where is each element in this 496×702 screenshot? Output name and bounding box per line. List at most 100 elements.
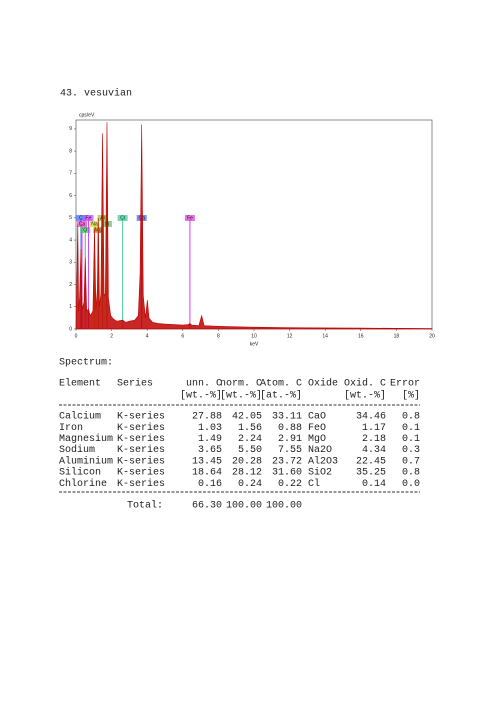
y-tick-label: 3 (69, 260, 72, 266)
table-cell: 22.45 (356, 456, 386, 467)
table-header: Oxid. C (344, 378, 386, 390)
x-tick-label: 8 (217, 333, 220, 339)
marker-box (83, 215, 94, 221)
table-unit: [%] (402, 390, 420, 402)
x-tick-label: 18 (394, 333, 400, 339)
table-cell: Al2O3 (308, 455, 338, 467)
total-cell: 100.00 (226, 501, 262, 512)
spectrum-area (75, 122, 433, 330)
table-cell: Calcium (59, 411, 101, 423)
table-cell: 0.0 (402, 479, 420, 490)
x-axis-label: keV (250, 341, 259, 347)
table-cell: 42.05 (232, 412, 262, 423)
table-cell: Chlorine (59, 478, 107, 490)
table-cell: 27.88 (192, 412, 222, 423)
table-cell: K-series (117, 411, 165, 423)
table-cell: CaO (308, 412, 326, 423)
marker-box (77, 221, 88, 227)
table-unit: [wt.-%] (344, 390, 386, 402)
table-header: Atom. C (260, 379, 302, 390)
y-tick-label: 4 (69, 237, 72, 243)
marker-label: Ca (79, 221, 86, 227)
table-cell: 7.55 (278, 445, 302, 456)
table-header: Error (390, 379, 420, 390)
table-cell: 0.88 (278, 423, 302, 434)
table-cell: Cl (308, 478, 320, 490)
table-cell: 13.45 (192, 456, 222, 467)
table-cell: K-series (117, 433, 165, 445)
table-cell: 31.60 (272, 468, 302, 479)
table-unit: [at.-%] (260, 390, 302, 402)
table-header: Oxide (308, 378, 338, 390)
table-cell: 4.34 (362, 445, 386, 456)
table-cell: 0.7 (402, 456, 420, 467)
table-cell: Sodium (59, 444, 95, 456)
marker-box (184, 215, 195, 221)
table-cell: K-series (117, 478, 165, 490)
marker-label: Cl (120, 215, 125, 221)
marker-label: C (79, 215, 83, 221)
table-cell: 2.91 (278, 434, 302, 445)
x-tick-label: 10 (251, 333, 257, 339)
doc-title: 43. vesuvian (60, 88, 132, 100)
table-unit: [wt.-%] (180, 390, 222, 402)
table-cell: 1.49 (198, 434, 222, 445)
total-cell: 66.30 (192, 501, 222, 512)
x-tick-label: 6 (181, 333, 184, 339)
y-tick-label: 2 (69, 282, 72, 288)
table-cell: 35.25 (356, 468, 386, 479)
table-cell: 0.8 (402, 468, 420, 479)
table-cell: K-series (117, 444, 165, 456)
table-cell: K-series (117, 422, 165, 434)
y-axis-label: cps/eV (79, 112, 95, 118)
total-label: Total: (127, 500, 163, 512)
table-cell: 2.18 (362, 434, 386, 445)
table-unit: [wt.-%] (220, 390, 262, 402)
marker-label: Fe (187, 215, 193, 221)
table-cell: Silicon (59, 467, 101, 479)
table-cell: 34.46 (356, 412, 386, 423)
table-cell: 1.17 (362, 423, 386, 434)
x-tick-label: 2 (110, 333, 113, 339)
marker-box (80, 227, 91, 233)
table-cell: SiO2 (308, 467, 332, 479)
table-cell: K-series (117, 467, 165, 479)
table-cell: 23.72 (272, 456, 302, 467)
y-tick-label: 6 (69, 193, 72, 199)
table-header: Series (117, 378, 153, 390)
table-cell: Magnesium (59, 433, 113, 445)
spectrum-label: Spectrum: (59, 358, 113, 369)
y-tick-label: 1 (69, 304, 72, 310)
table-cell: 28.12 (232, 468, 262, 479)
table-cell: 0.14 (362, 479, 386, 490)
plot-frame (75, 119, 433, 330)
table-cell: K-series (117, 455, 165, 467)
y-tick-label: 0 (69, 326, 72, 332)
table-cell: 0.1 (402, 434, 420, 445)
table-cell: 0.24 (238, 479, 262, 490)
table-header: unn. C (186, 379, 222, 390)
table-cell: 1.03 (198, 423, 222, 434)
x-tick-label: 16 (358, 333, 364, 339)
x-tick-label: 0 (75, 333, 78, 339)
marker-box (89, 221, 100, 227)
table-cell: 18.64 (192, 468, 222, 479)
x-tick-label: 4 (146, 333, 149, 339)
marker-label: Fe (86, 215, 92, 221)
marker-label: O (83, 227, 87, 233)
table-cell: 0.8 (402, 412, 420, 423)
x-tick-label: 14 (322, 333, 328, 339)
table-cell: 0.1 (402, 423, 420, 434)
table-cell: Iron (59, 423, 83, 434)
marker-box (117, 215, 128, 221)
table-cell: 33.11 (272, 412, 302, 423)
marker-label: Na (91, 221, 98, 227)
table-cell: 2.24 (238, 434, 262, 445)
table-cell: FeO (308, 423, 326, 434)
table-cell: 0.3 (402, 445, 420, 456)
marker-box (75, 215, 86, 221)
table-header: norm. C (220, 379, 262, 390)
table-cell: Na2O (308, 445, 332, 456)
table-cell: 0.16 (198, 479, 222, 490)
